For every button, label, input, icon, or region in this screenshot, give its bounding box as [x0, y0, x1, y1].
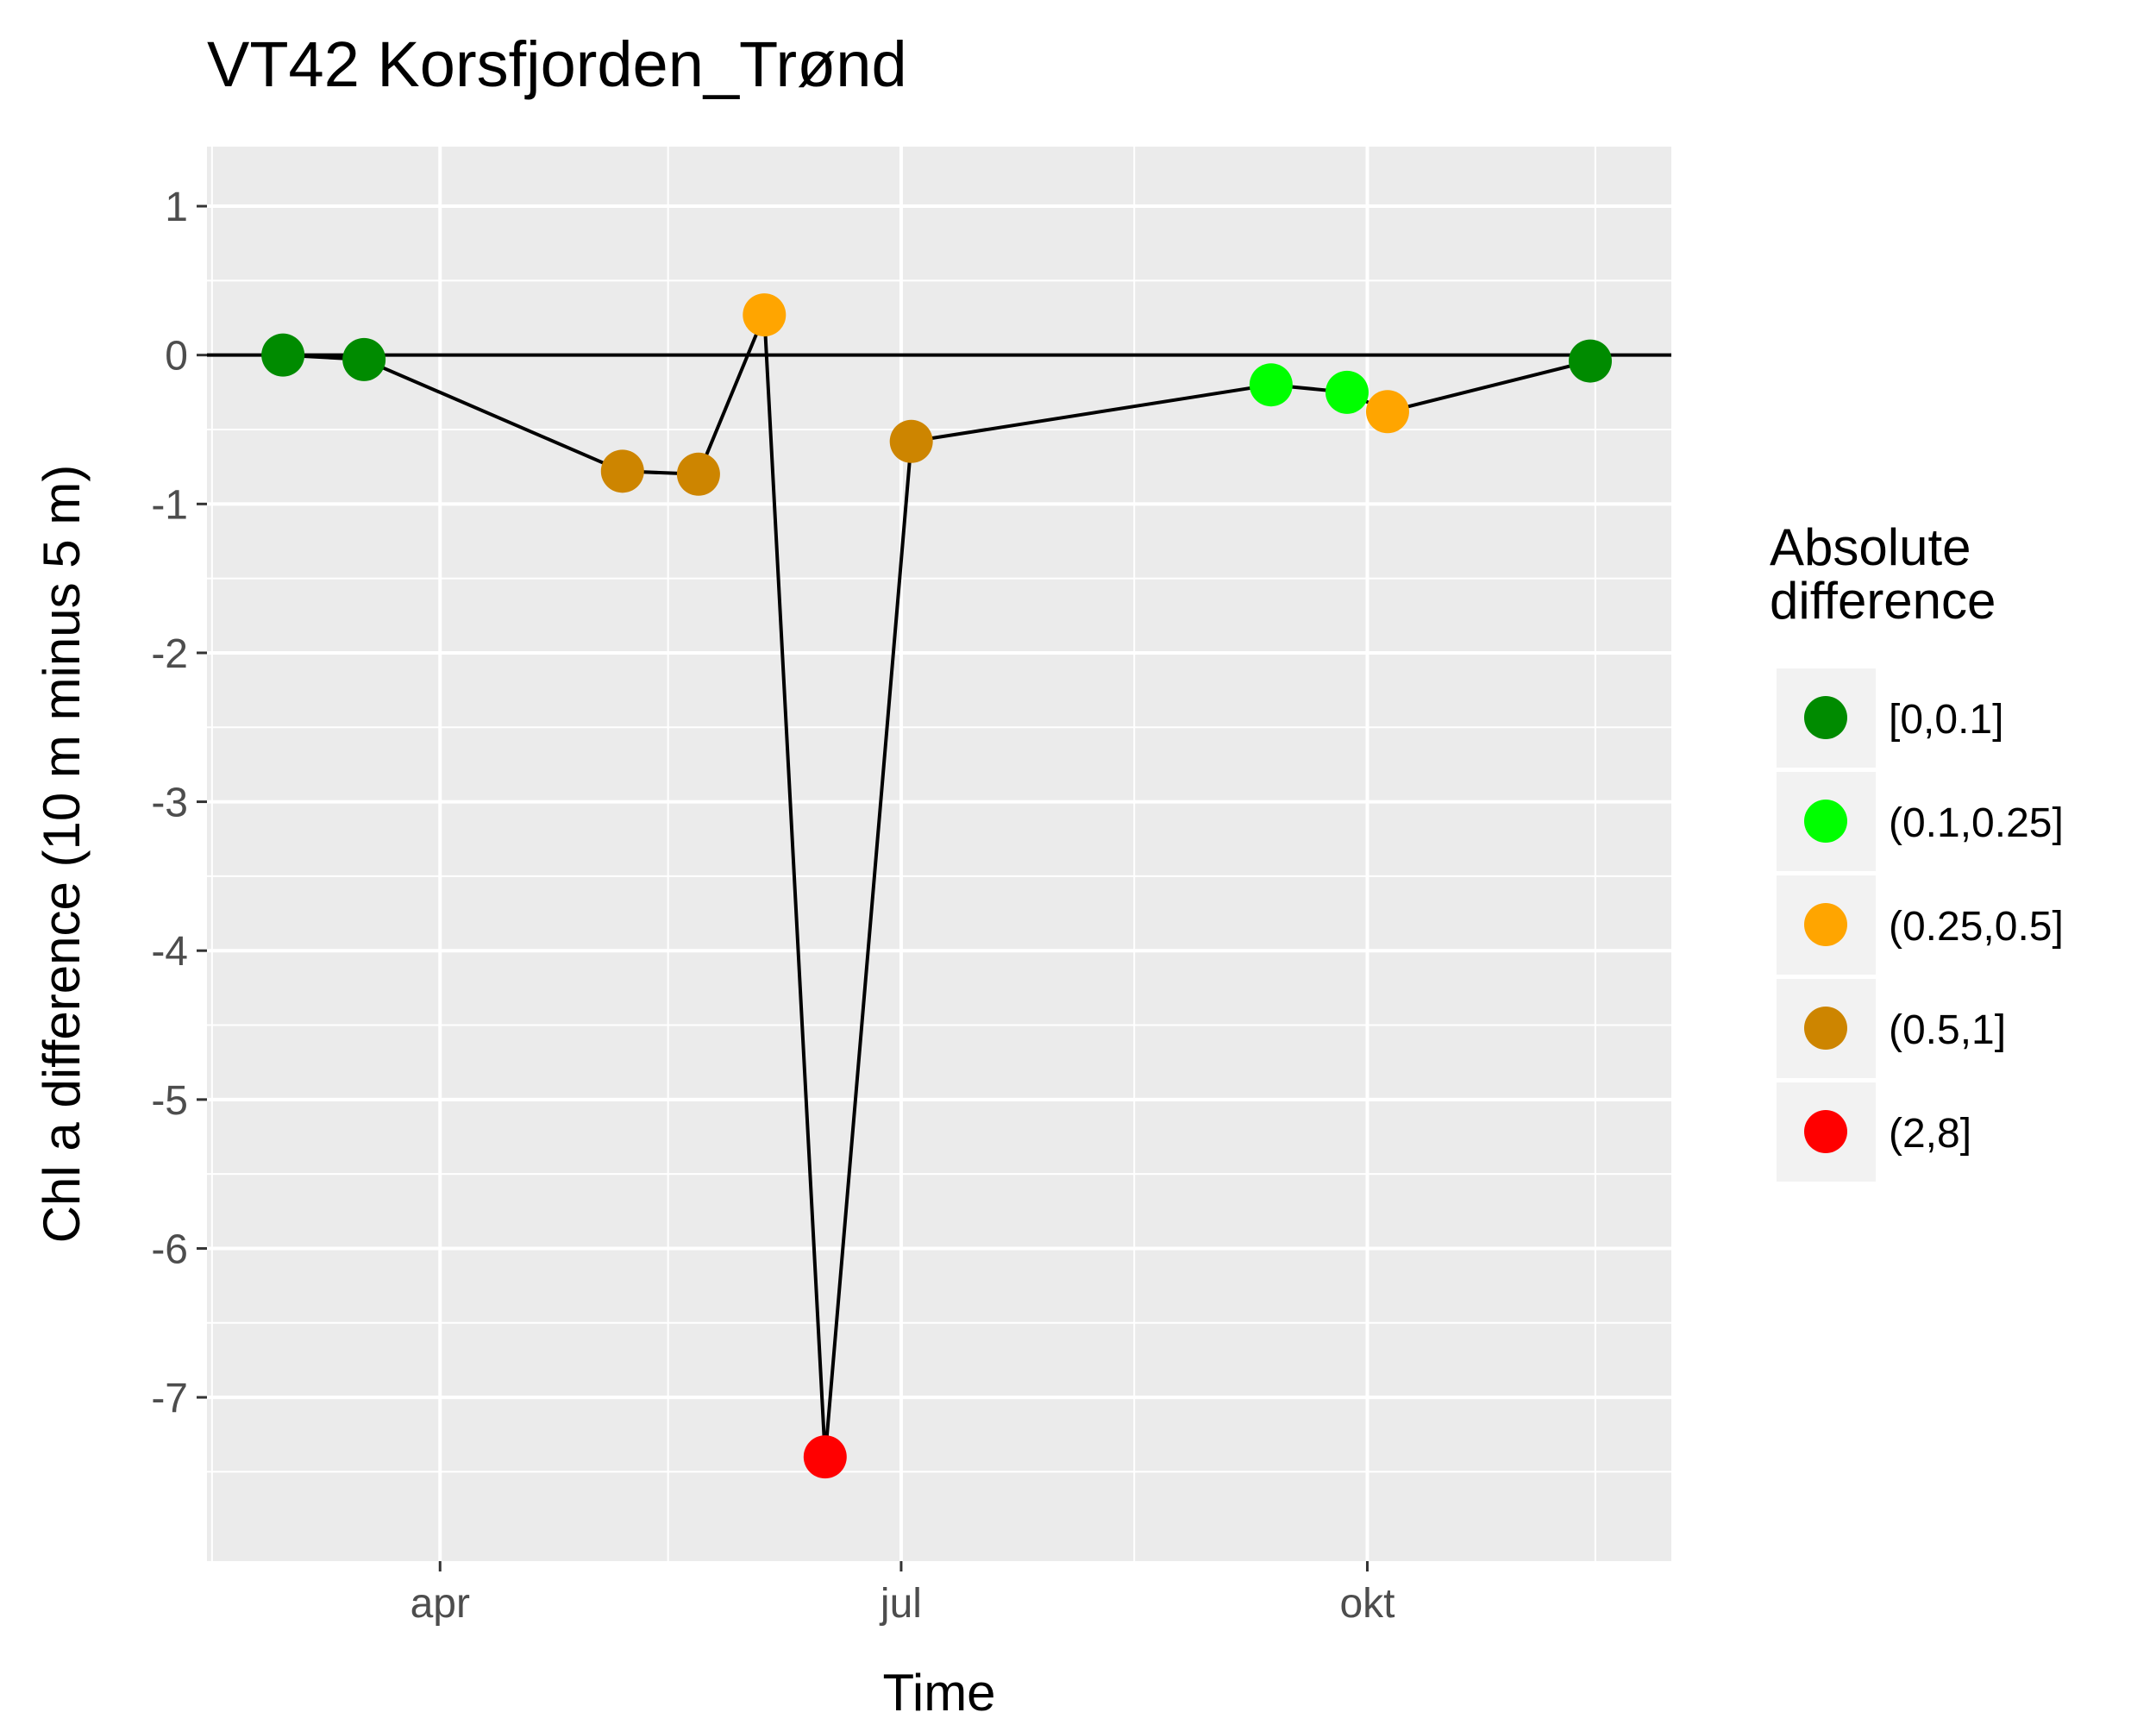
plot-panel	[207, 147, 1671, 1561]
y-tick-label: -5	[151, 1078, 188, 1124]
data-layer	[207, 293, 1671, 1479]
data-point	[1325, 370, 1369, 414]
chart-title: VT42 Korsfjorden_Trønd	[207, 28, 907, 100]
data-point	[1568, 339, 1612, 383]
legend-key-dot	[1804, 1110, 1847, 1153]
data-point	[342, 337, 386, 381]
y-tick-label: -2	[151, 631, 188, 677]
grid-lines	[207, 147, 1671, 1561]
y-tick-label: -1	[151, 482, 188, 528]
y-tick-label: -7	[151, 1376, 188, 1421]
y-tick-label: 0	[165, 334, 188, 380]
x-tick-label: apr	[411, 1581, 470, 1627]
data-point	[600, 449, 644, 493]
y-tick-label: -4	[151, 929, 188, 975]
data-point	[261, 333, 305, 377]
data-point	[1365, 390, 1409, 434]
y-tick-label: 1	[165, 185, 188, 230]
x-tick-label: okt	[1339, 1581, 1395, 1627]
legend-title-line: difference	[1770, 572, 1996, 630]
legend-label: (0.25,0.5]	[1889, 904, 2064, 950]
data-point	[743, 293, 787, 337]
y-tick-label: -3	[151, 781, 188, 826]
legend-label: (0.5,1]	[1889, 1007, 2006, 1053]
x-tick-label: jul	[879, 1581, 922, 1627]
legend-label: (2,8]	[1889, 1111, 1971, 1157]
data-point	[803, 1435, 847, 1479]
legend-title-line: Absolute	[1770, 518, 1971, 576]
legend-label: [0,0.1]	[1889, 697, 2003, 743]
legend-key-dot	[1804, 696, 1847, 739]
y-axis-title: Chl a difference (10 m minus 5 m)	[33, 465, 91, 1244]
y-tick-label: -6	[151, 1226, 188, 1272]
legend-label: (0.1,0.25]	[1889, 800, 2064, 846]
legend-key-dot	[1804, 1007, 1847, 1050]
data-point	[1249, 363, 1293, 407]
legend-key-dot	[1804, 903, 1847, 946]
legend-key-dot	[1804, 800, 1847, 843]
axes: 1 0 -1 -2 -3 -4 -5 -6 -7 apr jul okt	[151, 185, 1395, 1627]
x-axis-title: Time	[882, 1664, 995, 1722]
data-point	[889, 419, 933, 463]
data-point	[676, 452, 720, 496]
